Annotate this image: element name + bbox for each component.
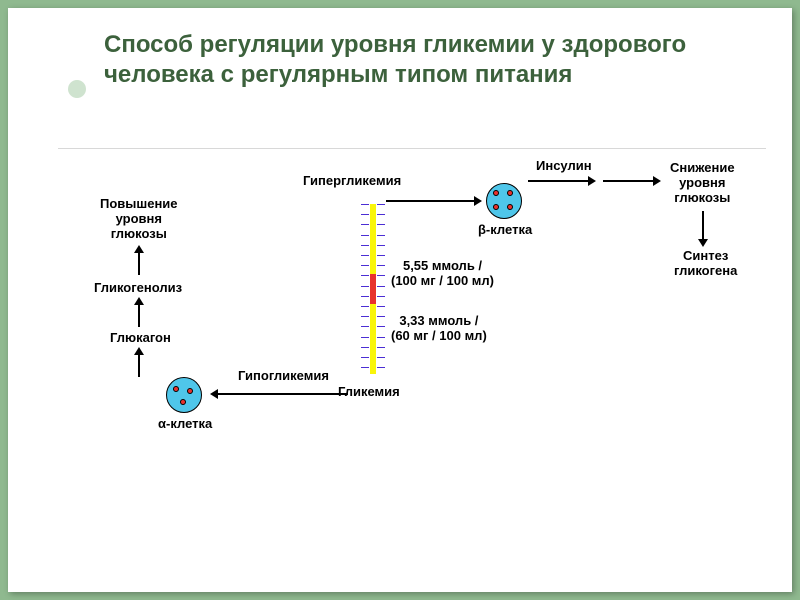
insulin-label: Инсулин [536, 159, 592, 174]
arrow-scale-to-beta-head [474, 196, 482, 206]
arrow-glucosedown-to-glycogen-head [698, 239, 708, 247]
arrow-scale-to-beta [386, 200, 474, 202]
beta-cell-icon [486, 183, 522, 219]
scale-mid [370, 274, 376, 304]
glycemia-scale [358, 204, 388, 374]
glucagon-label: Глюкагон [110, 331, 171, 346]
arrow-scale-to-alpha [218, 393, 348, 395]
glycogen-synth-label: Синтез гликогена [674, 249, 737, 279]
scale-bot [370, 304, 376, 374]
arrow-scale-to-alpha-head [210, 389, 218, 399]
slide: Способ регуляции уровня гликемии у здоро… [8, 8, 792, 592]
arrow-glycogenolysis-to-glucoseup-head [134, 245, 144, 253]
scale-ticks-left [361, 204, 369, 374]
scale-ticks-right [377, 204, 385, 374]
arrow-beta-to-insulin [528, 180, 588, 182]
title-bullet [68, 80, 86, 98]
arrow-glycogenolysis-to-glucoseup [138, 253, 140, 275]
diagram-area: 5,55 ммоль / (100 мг / 100 мл) 3,33 ммол… [58, 148, 766, 566]
arrow-alpha-to-glucagon-head [134, 347, 144, 355]
hyperglycemia-label: Гипергликемия [303, 174, 401, 189]
arrow-glucagon-to-glycogenolysis [138, 305, 140, 327]
arrow-beta-to-insulin-head [588, 176, 596, 186]
arrow-insulin-to-glucosedown-head [653, 176, 661, 186]
beta-cell-label: β-клетка [478, 223, 532, 238]
lower-value-label: 3,33 ммоль / (60 мг / 100 мл) [391, 314, 487, 344]
glucose-down-label: Снижение уровня глюкозы [670, 161, 735, 206]
arrow-glucosedown-to-glycogen [702, 211, 704, 239]
arrow-glucagon-to-glycogenolysis-head [134, 297, 144, 305]
scale-top [370, 204, 376, 274]
slide-title: Способ регуляции уровня гликемии у здоро… [104, 30, 762, 90]
glucose-up-label: Повышение уровня глюкозы [100, 197, 178, 242]
glycogenolysis-label: Гликогенолиз [94, 281, 182, 296]
alpha-cell-icon [166, 377, 202, 413]
alpha-cell-label: α-клетка [158, 417, 212, 432]
arrow-alpha-to-glucagon [138, 355, 140, 377]
hypoglycemia-label: Гипогликемия [238, 369, 329, 384]
arrow-insulin-to-glucosedown [603, 180, 653, 182]
upper-value-label: 5,55 ммоль / (100 мг / 100 мл) [391, 259, 494, 289]
